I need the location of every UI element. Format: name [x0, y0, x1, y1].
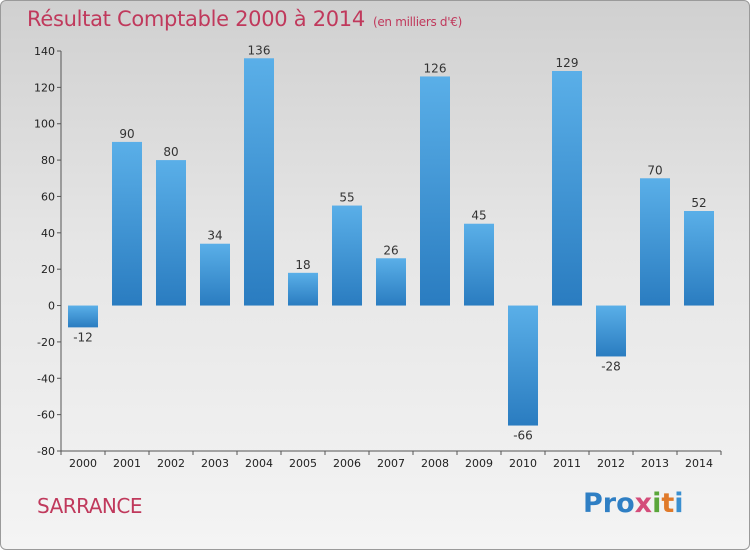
- x-tick-label: 2007: [377, 457, 405, 470]
- y-tick-label: 40: [41, 227, 55, 240]
- value-label-2012: -28: [601, 359, 621, 373]
- chart-subtitle: (en milliers d'€): [372, 15, 462, 29]
- value-label-2014: 52: [691, 196, 706, 210]
- chart-bars: [68, 58, 714, 426]
- value-label-2004: 136: [248, 43, 271, 57]
- bar-2005: [288, 272, 318, 306]
- y-tick-label: 140: [34, 45, 55, 58]
- bar-2008: [420, 76, 450, 306]
- value-label-2006: 55: [339, 191, 354, 205]
- bar-2014: [684, 211, 714, 306]
- y-tick-label: 100: [34, 118, 55, 131]
- bar-2013: [640, 178, 670, 306]
- x-tick-label: 2005: [289, 457, 317, 470]
- x-tick-label: 2009: [465, 457, 493, 470]
- value-label-2013: 70: [647, 163, 662, 177]
- x-tick-label: 2013: [641, 457, 669, 470]
- bar-2006: [332, 205, 362, 306]
- y-tick-label: 0: [48, 300, 55, 313]
- bar-2002: [156, 160, 186, 306]
- y-tick-label: 80: [41, 154, 55, 167]
- chart-axes: -80 -60 -40 -20 0 20 40 60 80 100 120 140 2000 2001 20…: [34, 45, 722, 470]
- x-tick-label: 2012: [597, 457, 625, 470]
- city-name: SARRANCE: [37, 494, 142, 518]
- value-label-2005: 18: [295, 258, 310, 272]
- logo-part-5: i: [674, 488, 684, 519]
- x-tick-label: 2004: [245, 457, 273, 470]
- bar-2009: [464, 223, 494, 306]
- bar-2000: [68, 305, 98, 328]
- value-label-2008: 126: [424, 61, 447, 75]
- value-label-2010: -66: [513, 429, 533, 443]
- logo-part-3: i: [652, 488, 662, 519]
- x-tick-label: 2011: [553, 457, 581, 470]
- y-tick-label: 20: [41, 263, 55, 276]
- x-tick-label: 2000: [69, 457, 97, 470]
- bar-2012: [596, 305, 626, 357]
- x-tick-label: 2010: [509, 457, 537, 470]
- value-label-2007: 26: [383, 243, 398, 257]
- chart-value-labels: -12 90 80 34 136 18 55 26 126 45 -66 129 -28 70 52: [73, 43, 706, 442]
- x-tick-label: 2003: [201, 457, 229, 470]
- logo-part-1: Pro: [583, 488, 635, 519]
- y-tick-label: 120: [34, 81, 55, 94]
- chart-title: Résultat Comptable 2000 à 2014 (en millie…: [27, 7, 462, 31]
- value-label-2009: 45: [471, 209, 486, 223]
- bar-2001: [112, 141, 142, 306]
- x-tick-label: 2008: [421, 457, 449, 470]
- x-tick-label: 2002: [157, 457, 185, 470]
- bar-2011: [552, 71, 582, 306]
- y-tick-label: -20: [37, 336, 55, 349]
- value-label-2002: 80: [163, 145, 178, 159]
- bar-2004: [244, 58, 274, 306]
- x-tick-label: 2014: [685, 457, 713, 470]
- y-tick-label: -80: [37, 445, 55, 458]
- value-label-2000: -12: [73, 330, 93, 344]
- bar-2003: [200, 243, 230, 306]
- value-label-2001: 90: [119, 127, 134, 141]
- value-label-2011: 129: [556, 56, 579, 70]
- y-tick-label: -60: [37, 409, 55, 422]
- logo-part-4: t: [661, 488, 675, 519]
- value-label-2003: 34: [207, 229, 222, 243]
- proxiti-logo: Proxiti: [583, 488, 684, 519]
- y-tick-label: -40: [37, 372, 55, 385]
- chart-title-text: Résultat Comptable 2000 à 2014: [27, 7, 365, 31]
- x-tick-label: 2006: [333, 457, 361, 470]
- bar-2007: [376, 258, 406, 306]
- x-tick-label: 2001: [113, 457, 141, 470]
- bar-2010: [508, 305, 538, 426]
- y-tick-label: 60: [41, 190, 55, 203]
- logo-part-2: x: [634, 488, 653, 519]
